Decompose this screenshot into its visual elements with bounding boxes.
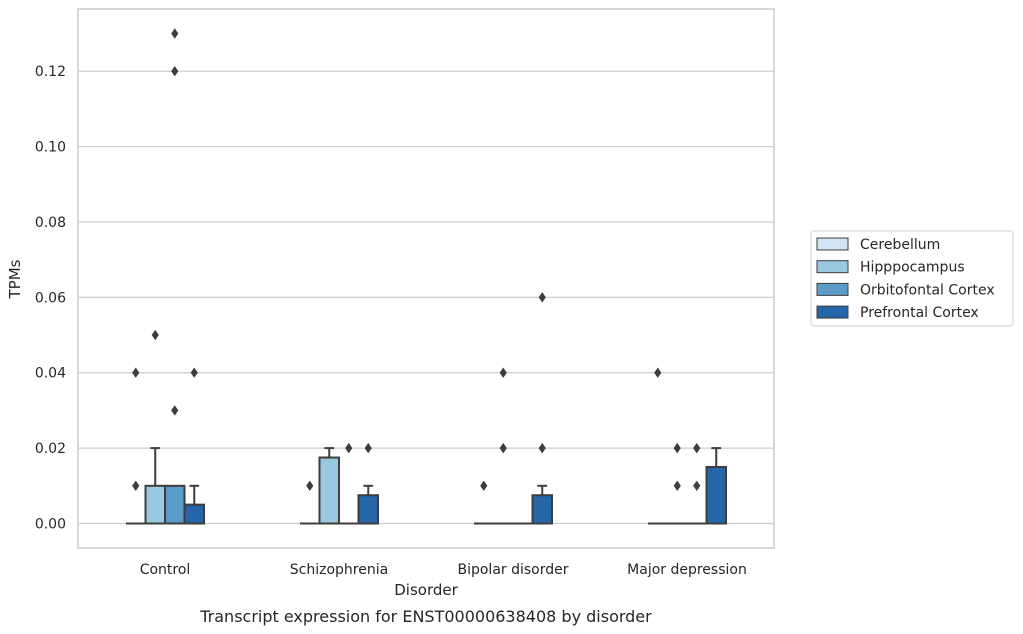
x-tick-label: Bipolar disorder <box>457 562 568 578</box>
box-1-1 <box>318 447 340 525</box>
box-3-3 <box>705 447 727 525</box>
x-axis-label: Disorder <box>394 581 458 599</box>
box-1-3 <box>357 484 379 525</box>
box-body <box>357 494 379 525</box>
x-tick-label: Control <box>140 562 191 578</box>
legend: Cerebellum Hipppocampus Orbitofontal Corte… <box>810 230 1014 327</box>
box-0-2 <box>164 484 186 525</box>
outlier-point <box>345 442 353 454</box>
outlier-point <box>132 367 140 378</box>
outlier-point <box>171 65 179 77</box>
x-tick-label: Schizophrenia <box>290 562 388 578</box>
outlier-point <box>538 292 546 303</box>
legend-frame <box>810 230 1014 327</box>
outlier-point <box>693 480 701 492</box>
legend-label: Orbitofontal Cortex <box>860 282 995 298</box>
box-body <box>164 484 186 525</box>
y-axis-label: TPMs <box>6 259 24 299</box>
box-0-3 <box>183 484 205 525</box>
legend-swatch <box>816 305 849 319</box>
box-body <box>705 465 727 525</box>
outlier-point <box>673 480 681 492</box>
chart-caption: Transcript expression for ENST0000063840… <box>199 607 652 626</box>
legend-swatch <box>816 260 849 274</box>
outlier-point <box>151 329 159 341</box>
box-body <box>183 503 205 525</box>
y-tick-label: 0.06 <box>35 290 66 306</box>
box-body <box>144 484 166 525</box>
legend-swatch <box>816 237 849 251</box>
plot-frame <box>77 8 775 549</box>
y-tick-labels: 0.00 0.02 0.04 0.06 0.08 0.10 0.12 <box>35 64 66 532</box>
x-tick-labels: Control Schizophrenia Bipolar disorder Majo… <box>140 562 747 578</box>
y-tick-label: 0.00 <box>35 517 66 533</box>
legend-entries: Cerebellum Hipppocampus Orbitofontal Corte… <box>816 237 995 321</box>
outlier-point <box>171 405 179 416</box>
outlier-point <box>654 367 662 378</box>
outlier-point <box>364 442 372 454</box>
legend-label: Hipppocampus <box>860 260 965 276</box>
gridlines <box>78 70 774 525</box>
box-body <box>531 494 553 525</box>
box-0-1 <box>144 447 166 525</box>
box-2-3 <box>531 484 553 525</box>
outliers <box>132 28 701 492</box>
outlier-point <box>190 367 198 378</box>
outlier-point <box>499 442 507 454</box>
y-tick-label: 0.12 <box>35 64 66 80</box>
legend-label: Cerebellum <box>860 237 940 253</box>
legend-label: Prefrontal Cortex <box>860 305 979 321</box>
box-body <box>318 456 340 525</box>
y-tick-label: 0.10 <box>35 140 66 156</box>
outlier-point <box>673 442 681 454</box>
outlier-point <box>499 367 507 378</box>
outlier-point <box>538 442 546 454</box>
outlier-point <box>480 480 488 492</box>
outlier-point <box>693 442 701 454</box>
y-tick-label: 0.04 <box>35 366 66 382</box>
x-tick-label: Major depression <box>627 562 747 578</box>
boxes <box>126 447 727 525</box>
outlier-point <box>306 480 314 492</box>
outlier-point <box>132 480 140 492</box>
outlier-point <box>171 28 179 39</box>
y-tick-label: 0.02 <box>35 441 66 457</box>
legend-swatch <box>816 282 849 296</box>
y-tick-label: 0.08 <box>35 215 66 231</box>
